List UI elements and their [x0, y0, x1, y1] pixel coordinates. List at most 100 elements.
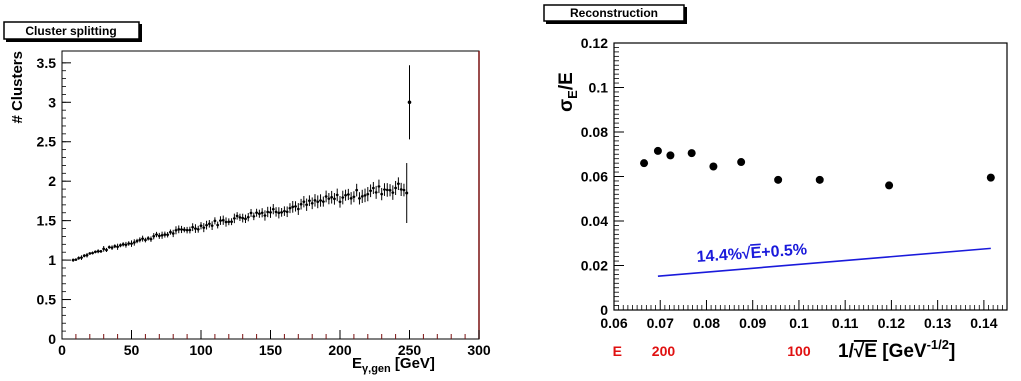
y-tick-label: 1: [48, 252, 56, 268]
data-point: [285, 210, 289, 214]
data-point: [227, 220, 231, 224]
x-tick-label: 0: [58, 342, 66, 358]
data-point: [666, 151, 675, 160]
data-point: [127, 242, 131, 245]
data-point: [885, 181, 894, 190]
data-point: [105, 248, 108, 252]
data-point: [341, 196, 345, 199]
chart2-title-box: Reconstruction: [543, 4, 687, 24]
data-point: [349, 197, 353, 200]
data-point: [360, 195, 364, 198]
data-point: [255, 211, 258, 215]
data-point: [310, 202, 314, 205]
data-point: [180, 228, 183, 231]
cluster-splitting-chart: Cluster splitting 0 50 100 150 200 250 300 0 0.…: [3, 21, 491, 375]
x-tick-label: 0.14: [970, 315, 997, 331]
data-point: [383, 188, 386, 191]
data-point: [774, 175, 783, 184]
x-tick-label: 0.08: [693, 315, 720, 331]
data-point: [130, 242, 133, 245]
energy-label: 200: [652, 343, 676, 359]
data-point: [160, 233, 164, 237]
data-point: [316, 200, 320, 204]
data-point: [308, 199, 311, 203]
data-point: [102, 247, 105, 251]
data-point: [709, 162, 718, 171]
chart1-x-label: Eγ,gen [GeV]: [352, 355, 435, 375]
y-tick-label: 0.1: [589, 80, 609, 96]
data-point: [194, 227, 197, 230]
data-point: [85, 253, 89, 257]
x-tick-label: 200: [328, 342, 352, 358]
y-tick-label: 0.12: [581, 35, 608, 51]
data-point: [210, 224, 214, 227]
data-point: [110, 246, 114, 249]
reconstruction-chart: Reconstruction 0.06 0.07 0.08 0.09 0.1 0.11 0.…: [543, 4, 1008, 362]
data-point: [77, 256, 80, 260]
data-point: [815, 175, 824, 184]
chart2-x-label: 1/√E [GeV-1/2]: [838, 337, 955, 362]
data-point: [260, 211, 264, 215]
data-point: [216, 223, 219, 227]
data-point: [233, 217, 236, 220]
y-tick-label: 2: [48, 173, 56, 189]
data-point: [402, 188, 406, 192]
data-point: [366, 192, 370, 196]
data-point: [208, 222, 211, 226]
energy-label: E: [613, 343, 622, 359]
data-point: [219, 219, 222, 222]
y-tick-label: 3.5: [37, 55, 57, 71]
data-point: [302, 200, 306, 204]
data-point: [230, 220, 233, 223]
data-point: [116, 245, 119, 249]
data-point: [291, 205, 295, 209]
data-point: [238, 216, 242, 219]
data-point: [174, 228, 178, 232]
data-point: [213, 219, 217, 223]
data-point: [352, 195, 356, 199]
y-tick-label: 0: [600, 302, 608, 318]
y-tick-label: 2.5: [37, 134, 57, 150]
data-point: [407, 100, 412, 105]
fit-line: [657, 247, 991, 277]
data-point: [283, 209, 286, 213]
data-point: [99, 250, 103, 253]
chart1-data: [71, 65, 412, 262]
data-point: [319, 199, 322, 202]
data-point: [305, 203, 308, 207]
data-point: [338, 200, 342, 204]
data-point: [224, 220, 228, 224]
data-point: [277, 211, 281, 215]
data-point: [124, 243, 128, 247]
y-tick-label: 0.08: [581, 124, 608, 140]
x-tick-label: 0.11: [832, 315, 859, 331]
chart1-frame: [61, 50, 480, 340]
data-point: [74, 258, 78, 261]
data-point: [363, 194, 367, 197]
data-point: [88, 252, 92, 255]
data-point: [138, 238, 142, 242]
data-point: [313, 199, 317, 202]
y-tick-label: 1.5: [37, 213, 57, 229]
data-point: [121, 243, 125, 246]
data-point: [71, 258, 75, 262]
data-point: [388, 188, 392, 192]
x-tick-label: 50: [124, 342, 140, 358]
data-point: [258, 212, 261, 216]
data-point: [394, 186, 397, 190]
y-tick-label: 0.04: [581, 213, 608, 229]
y-tick-label: 3: [48, 94, 56, 110]
data-point: [113, 244, 117, 248]
data-point: [986, 173, 995, 182]
chart2-fit: 14.4%√E+0.5%: [657, 241, 991, 277]
data-point: [266, 210, 270, 214]
data-point: [141, 237, 144, 240]
x-tick-label: 0.13: [924, 315, 951, 331]
data-point: [166, 233, 169, 237]
chart1-y-axis: 0 0.5 1 1.5 2 2.5 3 3.5: [37, 55, 71, 347]
svg-text:σE/E: σE/E: [556, 72, 580, 112]
chart2-y-label: σE/E: [556, 72, 580, 112]
svg-text:Eγ,gen [GeV]: Eγ,gen [GeV]: [352, 355, 435, 375]
data-point: [335, 193, 339, 197]
